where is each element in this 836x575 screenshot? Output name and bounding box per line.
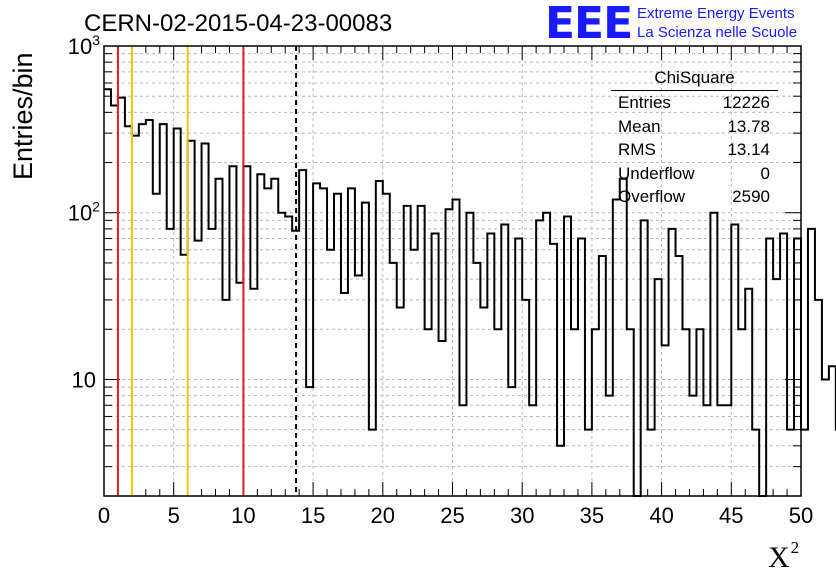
x-tick-label: 15	[301, 503, 325, 528]
reference-lines	[116, 46, 298, 496]
logo-line-2: La Scienza nelle Scuole	[637, 24, 798, 41]
x-axis-label: X2	[768, 538, 799, 575]
y-tick-label: 103	[68, 32, 100, 59]
stats-value: 0	[760, 163, 770, 183]
x-tick-label: 20	[371, 503, 395, 528]
x-tick-label: 30	[510, 503, 534, 528]
tick-labels: 0 5 10 15 20 25 30 35 40 45 50 10 102 103	[68, 32, 814, 528]
stats-box: ChiSquare Entries 12226 Mean 13.78 RMS 13.14 U…	[611, 68, 778, 209]
stats-value: 13.14	[727, 140, 770, 159]
x-tick-label: 0	[98, 503, 110, 528]
y-tick-label: 102	[68, 199, 100, 226]
x-tick-label: 5	[168, 503, 180, 528]
stats-value: 13.78	[727, 116, 770, 136]
logo-caption: Extreme Energy Events La Scienza nelle S…	[637, 4, 797, 42]
y-tick-label: 10	[72, 367, 96, 392]
stats-label: Underflow	[618, 163, 695, 183]
grid-lines	[104, 46, 801, 496]
stats-label: Entries	[618, 93, 671, 112]
x-tick-label: 10	[231, 503, 255, 528]
stats-label: Mean	[618, 116, 661, 136]
stats-label: Overflow	[618, 187, 686, 206]
plot-title: CERN-02-2015-04-23-00083	[84, 10, 393, 37]
logo-line-1: Extreme Energy Events	[637, 5, 795, 22]
histogram-outline	[104, 88, 836, 497]
x-tick-label: 45	[719, 503, 743, 528]
stats-row: Entries 12226	[611, 91, 778, 115]
x-tick-label: 50	[789, 503, 813, 528]
stats-label: RMS	[618, 140, 656, 159]
stats-row: RMS 13.14	[611, 138, 778, 162]
stats-value: 12226	[722, 93, 770, 112]
stats-row: Mean 13.78	[611, 115, 778, 139]
x-axis-label-sup: 2	[790, 538, 800, 557]
x-axis-label-base: X	[768, 541, 790, 574]
stats-title: ChiSquare	[611, 68, 778, 91]
axis-ticks	[103, 45, 802, 497]
eee-logo: EEE	[545, 0, 633, 49]
stats-row: Underflow 0	[611, 162, 778, 186]
plot-frame	[103, 45, 802, 497]
histogram-bars	[104, 88, 836, 497]
stats-row: Overflow 2590	[611, 185, 778, 209]
stats-value: 2590	[732, 187, 770, 206]
x-tick-label: 35	[580, 503, 604, 528]
y-axis-label: Entries/bin	[8, 52, 38, 180]
x-tick-label: 25	[440, 503, 464, 528]
x-tick-label: 40	[649, 503, 673, 528]
